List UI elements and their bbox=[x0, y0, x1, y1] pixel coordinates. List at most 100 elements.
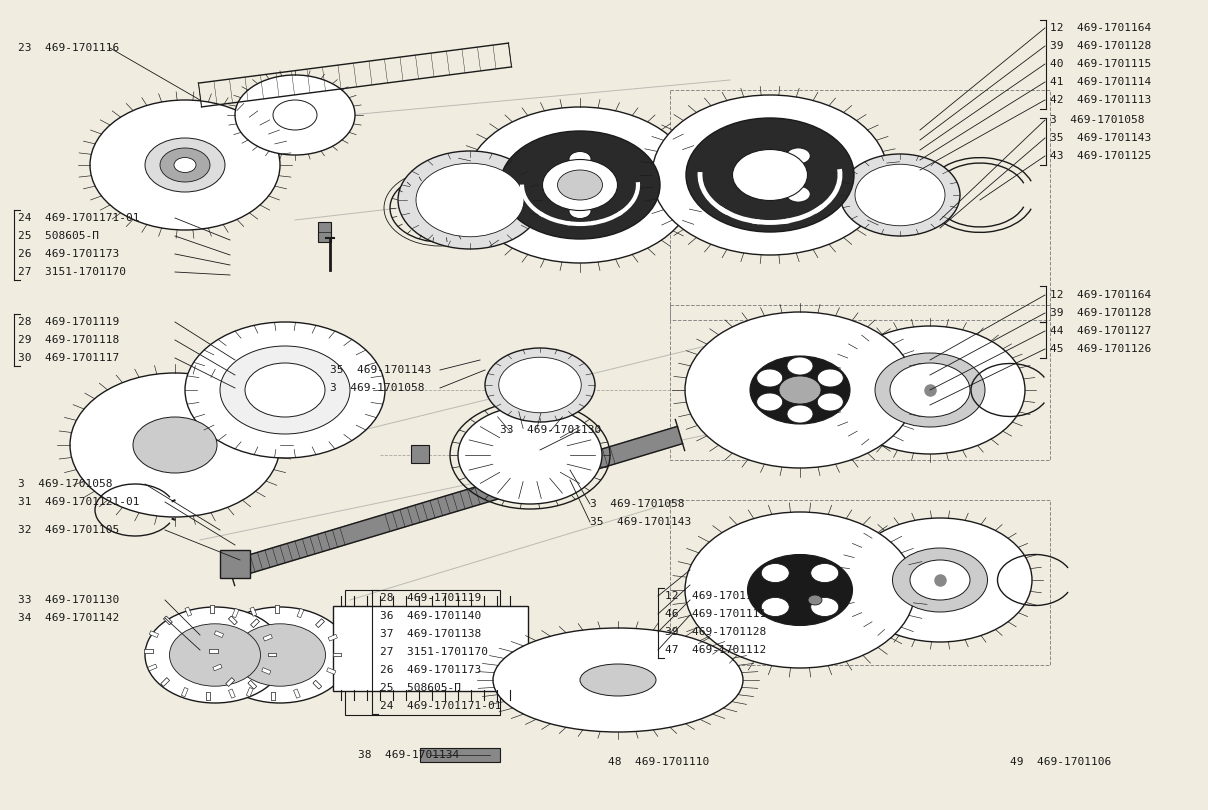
Ellipse shape bbox=[133, 417, 217, 473]
Ellipse shape bbox=[840, 154, 960, 236]
Text: 33  469-1701130: 33 469-1701130 bbox=[500, 425, 602, 435]
Bar bbox=[144, 649, 152, 653]
Ellipse shape bbox=[70, 373, 280, 517]
Bar bbox=[209, 649, 217, 653]
Text: 47  469-1701112: 47 469-1701112 bbox=[664, 645, 766, 655]
Ellipse shape bbox=[245, 363, 325, 417]
Ellipse shape bbox=[558, 170, 603, 200]
Bar bbox=[329, 634, 337, 641]
Text: 33  469-1701130: 33 469-1701130 bbox=[18, 595, 120, 605]
Ellipse shape bbox=[220, 346, 350, 434]
Ellipse shape bbox=[91, 100, 280, 230]
Ellipse shape bbox=[145, 607, 285, 703]
Bar bbox=[262, 667, 271, 675]
Ellipse shape bbox=[756, 393, 783, 411]
Ellipse shape bbox=[732, 150, 807, 201]
Ellipse shape bbox=[808, 595, 821, 605]
Bar bbox=[315, 619, 324, 628]
Bar bbox=[420, 748, 500, 762]
Text: 24  469-1701171-01: 24 469-1701171-01 bbox=[18, 213, 139, 223]
Bar bbox=[144, 649, 152, 653]
Bar bbox=[313, 680, 321, 689]
Ellipse shape bbox=[397, 151, 542, 249]
Ellipse shape bbox=[236, 75, 355, 155]
Bar bbox=[326, 667, 336, 675]
Ellipse shape bbox=[484, 348, 596, 422]
Bar bbox=[670, 500, 1050, 665]
Ellipse shape bbox=[890, 363, 970, 417]
Ellipse shape bbox=[761, 598, 789, 616]
Ellipse shape bbox=[893, 548, 987, 612]
Text: 27  3151-1701170: 27 3151-1701170 bbox=[18, 267, 126, 277]
Text: 25  508605-П: 25 508605-П bbox=[18, 231, 99, 241]
Bar bbox=[181, 688, 188, 697]
Bar bbox=[267, 653, 275, 656]
Bar bbox=[275, 605, 279, 613]
Text: 39  469-1701128: 39 469-1701128 bbox=[664, 627, 766, 637]
Ellipse shape bbox=[750, 356, 850, 424]
Text: 30  469-1701117: 30 469-1701117 bbox=[18, 353, 120, 363]
Text: 45  469-1701126: 45 469-1701126 bbox=[1050, 344, 1151, 354]
Bar bbox=[272, 692, 275, 701]
Ellipse shape bbox=[185, 322, 385, 458]
Text: 40  469-1701115: 40 469-1701115 bbox=[1050, 59, 1151, 69]
Polygon shape bbox=[227, 426, 683, 578]
Bar bbox=[411, 445, 429, 463]
Ellipse shape bbox=[786, 357, 813, 375]
Bar bbox=[332, 653, 341, 656]
Ellipse shape bbox=[756, 369, 783, 387]
Text: 35  469-1701143: 35 469-1701143 bbox=[1050, 133, 1151, 143]
Ellipse shape bbox=[499, 357, 581, 413]
Bar bbox=[297, 608, 304, 618]
Text: 46  469-1701111: 46 469-1701111 bbox=[664, 609, 766, 619]
Bar bbox=[248, 680, 256, 689]
Text: 39  469-1701128: 39 469-1701128 bbox=[1050, 308, 1151, 318]
Text: 49  469-1701106: 49 469-1701106 bbox=[1010, 757, 1111, 767]
Text: 31  469-1701121-01: 31 469-1701121-01 bbox=[18, 497, 139, 507]
Bar bbox=[250, 607, 256, 616]
Ellipse shape bbox=[685, 512, 914, 668]
Text: 42  469-1701113: 42 469-1701113 bbox=[1050, 95, 1151, 105]
Ellipse shape bbox=[835, 326, 1026, 454]
Bar bbox=[207, 692, 210, 701]
Bar bbox=[226, 678, 234, 686]
Bar bbox=[228, 689, 236, 698]
Text: 39  469-1701128: 39 469-1701128 bbox=[1050, 41, 1151, 51]
Text: 37  469-1701138: 37 469-1701138 bbox=[381, 629, 481, 639]
Ellipse shape bbox=[685, 312, 914, 468]
Bar bbox=[345, 590, 500, 715]
Ellipse shape bbox=[855, 164, 945, 226]
Ellipse shape bbox=[145, 138, 225, 192]
Ellipse shape bbox=[875, 353, 985, 427]
Ellipse shape bbox=[234, 624, 325, 686]
Ellipse shape bbox=[159, 148, 210, 182]
Bar bbox=[333, 606, 528, 691]
Text: 3  469-1701058: 3 469-1701058 bbox=[590, 499, 685, 509]
Text: 29  469-1701118: 29 469-1701118 bbox=[18, 335, 120, 345]
Bar bbox=[318, 222, 331, 242]
Ellipse shape bbox=[416, 164, 524, 237]
Bar bbox=[313, 680, 321, 689]
Ellipse shape bbox=[569, 151, 591, 167]
Ellipse shape bbox=[174, 157, 196, 173]
Bar bbox=[263, 634, 272, 641]
Text: 25  508605-П: 25 508605-П bbox=[381, 683, 461, 693]
Text: 28  469-1701119: 28 469-1701119 bbox=[18, 317, 120, 327]
Ellipse shape bbox=[458, 406, 602, 504]
Ellipse shape bbox=[748, 555, 853, 625]
Text: 27  3151-1701170: 27 3151-1701170 bbox=[381, 647, 488, 657]
Bar bbox=[161, 678, 169, 686]
Bar bbox=[251, 619, 260, 628]
Ellipse shape bbox=[169, 624, 261, 686]
Text: 48  469-1701110: 48 469-1701110 bbox=[608, 757, 709, 767]
Bar bbox=[220, 550, 250, 578]
Text: 3  469-1701058: 3 469-1701058 bbox=[1050, 115, 1144, 125]
Bar bbox=[251, 619, 260, 628]
Ellipse shape bbox=[500, 131, 660, 239]
Text: 26  469-1701173: 26 469-1701173 bbox=[381, 665, 481, 675]
Bar bbox=[670, 305, 1050, 460]
Bar bbox=[332, 653, 341, 656]
Bar bbox=[272, 692, 275, 701]
Text: 44  469-1701127: 44 469-1701127 bbox=[1050, 326, 1151, 336]
Ellipse shape bbox=[848, 518, 1032, 642]
